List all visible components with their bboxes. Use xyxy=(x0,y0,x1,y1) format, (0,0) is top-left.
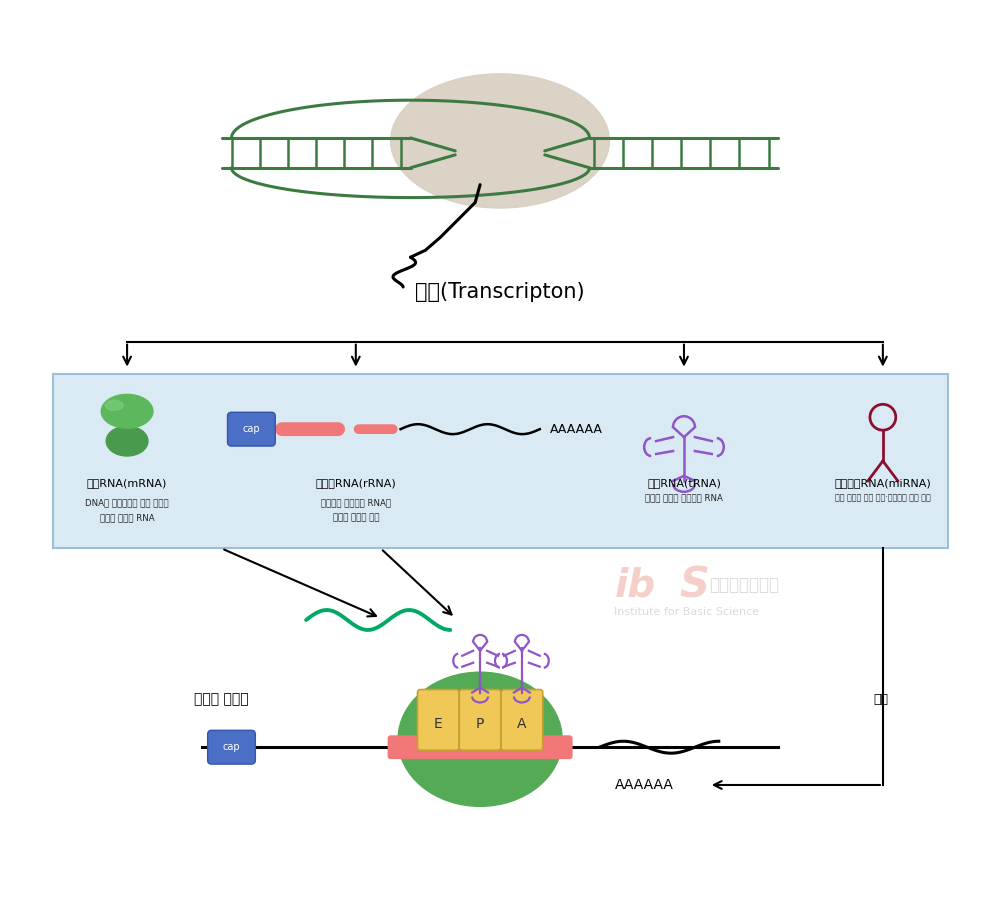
Text: cap: cap xyxy=(223,742,240,752)
Text: 조절: 조절 xyxy=(873,693,888,706)
Text: 전령RNA(mRNA): 전령RNA(mRNA) xyxy=(87,478,167,487)
Text: ib: ib xyxy=(614,567,656,604)
Text: 마이크로RNA(miRNA): 마이크로RNA(miRNA) xyxy=(834,478,931,487)
Ellipse shape xyxy=(105,400,123,410)
Text: 전사(Transcripton): 전사(Transcripton) xyxy=(415,282,585,302)
FancyBboxPatch shape xyxy=(417,690,459,750)
Text: P: P xyxy=(476,717,484,732)
Text: 단백질 합성에 관여하는 RNA: 단백질 합성에 관여하는 RNA xyxy=(645,493,723,502)
Text: DNA의 유전정보를 담은 일종의: DNA의 유전정보를 담은 일종의 xyxy=(85,498,169,507)
FancyBboxPatch shape xyxy=(208,731,255,764)
Text: cap: cap xyxy=(243,425,260,435)
Text: AAAAAA: AAAAAA xyxy=(550,423,603,435)
FancyBboxPatch shape xyxy=(459,690,501,750)
Ellipse shape xyxy=(398,672,562,806)
FancyBboxPatch shape xyxy=(53,374,948,548)
Text: 리보솜을 구성하는 RNA로: 리보솜을 구성하는 RNA로 xyxy=(321,498,391,507)
Text: 설계도 역할의 RNA: 설계도 역할의 RNA xyxy=(100,513,154,522)
Text: 전달RNA(tRNA): 전달RNA(tRNA) xyxy=(647,478,721,487)
Text: S: S xyxy=(679,564,709,606)
Text: 기초과학연구원: 기초과학연구원 xyxy=(709,576,779,594)
FancyBboxPatch shape xyxy=(388,735,573,759)
Text: Institute for Basic Science: Institute for Basic Science xyxy=(614,607,759,617)
Ellipse shape xyxy=(101,394,153,428)
Ellipse shape xyxy=(106,426,148,456)
Text: AAAAAA: AAAAAA xyxy=(615,778,674,792)
Text: 발생기 펩티드: 발생기 펩티드 xyxy=(194,692,249,707)
Text: A: A xyxy=(517,717,527,732)
Text: 단백질 번역에 관여: 단백질 번역에 관여 xyxy=(333,513,379,522)
FancyBboxPatch shape xyxy=(501,690,543,750)
Text: 이상 단백질 생산 억제·바이러스 복제 방해: 이상 단백질 생산 억제·바이러스 복제 방해 xyxy=(835,493,931,502)
Text: E: E xyxy=(434,717,443,732)
Ellipse shape xyxy=(391,74,609,208)
FancyBboxPatch shape xyxy=(228,413,275,446)
Text: 리보솜RNA(rRNA): 리보솜RNA(rRNA) xyxy=(315,478,396,487)
